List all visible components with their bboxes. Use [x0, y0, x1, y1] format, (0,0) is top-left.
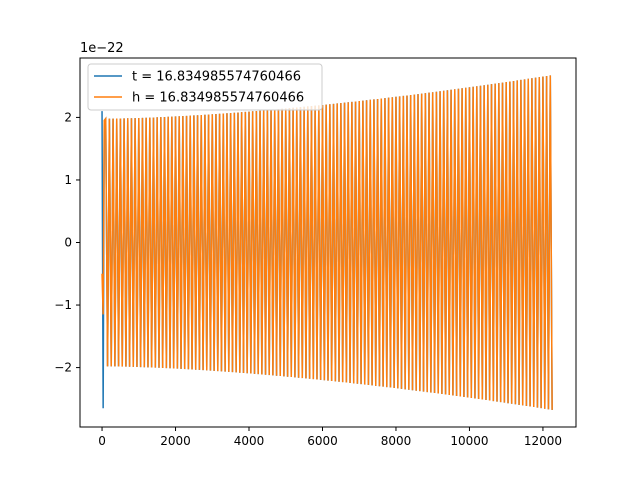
x-tick-label: 12000	[524, 434, 562, 448]
y-axis-offset-label: 1e−22	[80, 41, 124, 56]
series-line-1	[101, 75, 553, 410]
y-tick-label: −2	[54, 361, 72, 375]
x-tick-label: 2000	[160, 434, 191, 448]
y-axis: −2 −1 0 1 2	[54, 110, 80, 375]
x-tick-label: 8000	[381, 434, 412, 448]
x-tick-label: 4000	[234, 434, 265, 448]
x-tick-label: 6000	[307, 434, 338, 448]
y-tick-label: 0	[64, 236, 72, 250]
x-tick-label: 10000	[450, 434, 488, 448]
legend: t = 16.834985574760466 h = 16.83498557476…	[87, 63, 323, 111]
y-tick-label: 2	[64, 110, 72, 124]
legend-entry-1: h = 16.834985574760466	[132, 91, 304, 106]
y-tick-label: −1	[54, 298, 72, 312]
plot-area	[101, 75, 553, 410]
y-tick-label: 1	[64, 173, 72, 187]
legend-entry-0: t = 16.834985574760466	[132, 70, 301, 85]
legend-box	[87, 63, 323, 111]
x-tick-label: 0	[98, 434, 106, 448]
x-axis: 0 2000 4000 6000 8000 10000 12000	[98, 427, 562, 448]
